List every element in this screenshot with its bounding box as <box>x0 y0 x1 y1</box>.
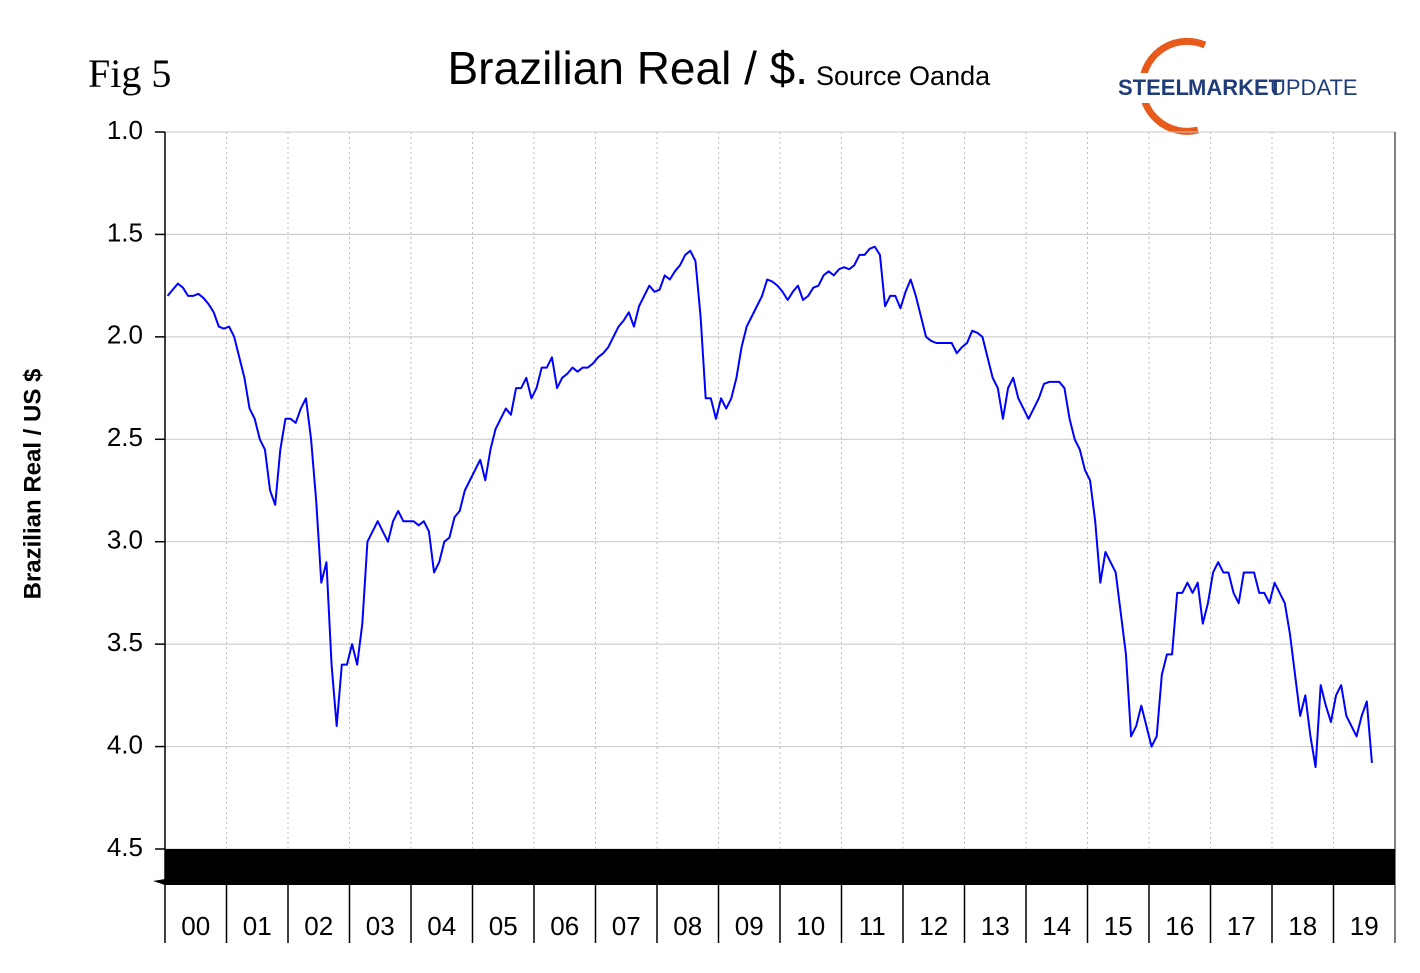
y-tick-label: 2.5 <box>107 422 143 452</box>
x-tick-label: 01 <box>243 911 272 941</box>
x-tick-label: 12 <box>919 911 948 941</box>
logo-word: STEEL <box>1118 75 1189 100</box>
y-tick-label: 4.5 <box>107 832 143 862</box>
data-line <box>166 245 1373 769</box>
chart-subtitle: Source Oanda <box>816 61 991 91</box>
axis-band <box>165 849 1395 885</box>
x-tick-label: 17 <box>1227 911 1256 941</box>
x-tick-label: 13 <box>981 911 1010 941</box>
axis-band-notch <box>153 879 165 885</box>
x-tick-label: 02 <box>304 911 333 941</box>
x-tick-label: 19 <box>1350 911 1379 941</box>
y-tick-label: 1.0 <box>107 115 143 145</box>
x-tick-label: 05 <box>489 911 518 941</box>
plot-area: 1.0 1.5 2.0 2.5 3.0 3.5 4.0 4.5 00 01 02 03 04 05 06 07… <box>107 115 1396 943</box>
figure-label: Fig 5 <box>88 51 171 96</box>
x-tick-label: 15 <box>1104 911 1133 941</box>
chart-title: Brazilian Real / $. <box>448 42 809 94</box>
y-tick-label: 3.5 <box>107 627 143 657</box>
x-tick-label: 07 <box>612 911 641 941</box>
logo-word: MARKET <box>1188 75 1283 100</box>
x-tick-label: 09 <box>735 911 764 941</box>
x-tick-label: 18 <box>1288 911 1317 941</box>
x-tick-label: 04 <box>427 911 456 941</box>
x-tick-label: 16 <box>1165 911 1194 941</box>
x-tick-label: 11 <box>859 911 886 941</box>
x-tick-label: 00 <box>181 911 210 941</box>
x-tick-label: 14 <box>1042 911 1071 941</box>
x-tick-label: 03 <box>366 911 395 941</box>
logo-band <box>1115 73 1345 103</box>
y-tick-label: 2.0 <box>107 320 143 350</box>
y-tick-label: 4.0 <box>107 729 143 759</box>
logo: STEEL MARKET UPDATE <box>1115 37 1358 135</box>
logo-word: UPDATE <box>1270 75 1358 100</box>
y-tick-label: 1.5 <box>107 217 143 247</box>
x-tick-label: 08 <box>673 911 702 941</box>
x-tick-label: 06 <box>550 911 579 941</box>
y-tick-label: 3.0 <box>107 525 143 555</box>
x-tick-label: 10 <box>796 911 825 941</box>
y-axis-title: Brazilian Real / US $ <box>19 368 46 599</box>
